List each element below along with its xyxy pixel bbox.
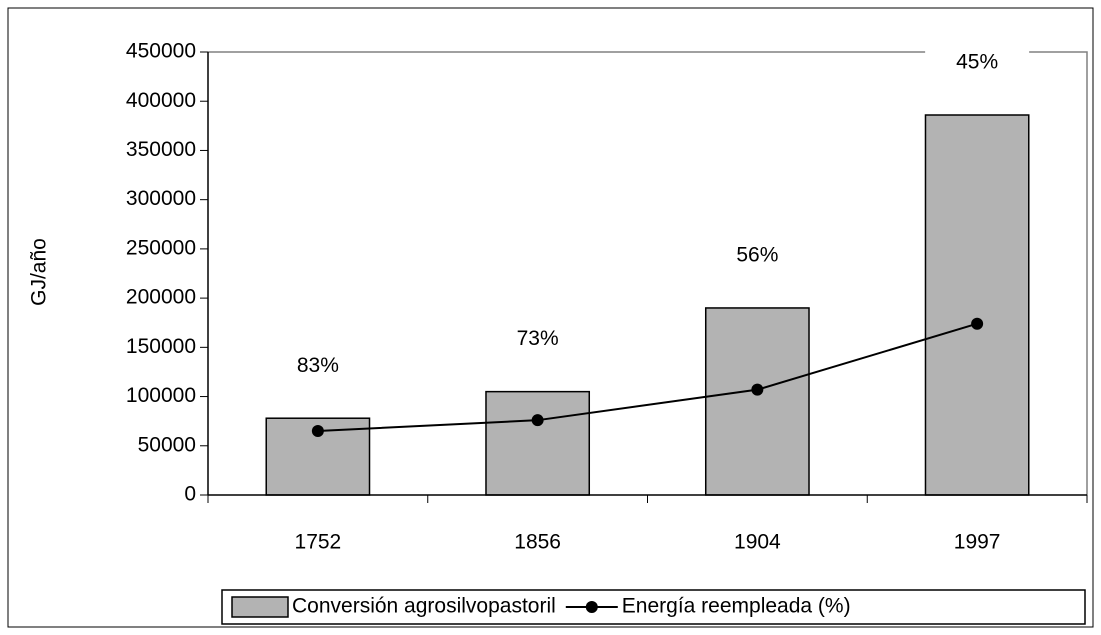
y-tick-label: 200000 xyxy=(126,286,196,309)
legend-label: Conversión agrosilvopastoril xyxy=(292,595,556,618)
x-tick-label: 1997 xyxy=(954,531,1001,554)
y-tick-label: 100000 xyxy=(126,384,196,407)
x-tick-label: 1752 xyxy=(295,531,342,554)
y-tick-label: 300000 xyxy=(126,187,196,210)
y-tick-label: 50000 xyxy=(138,433,196,456)
annotation-bg xyxy=(485,321,590,358)
y-tick-label: 250000 xyxy=(126,236,196,259)
line xyxy=(317,322,978,433)
chart-border xyxy=(7,7,1094,628)
bar xyxy=(704,307,810,496)
bar xyxy=(485,390,591,496)
bar xyxy=(924,114,1030,496)
annotation: 45% xyxy=(956,51,998,74)
y-tick-label: 150000 xyxy=(126,335,196,358)
point xyxy=(311,425,324,438)
annotation-bg xyxy=(925,45,1030,82)
point xyxy=(971,317,984,330)
y-axis-label: GJ/año xyxy=(28,238,51,306)
annotation-bg xyxy=(265,348,370,385)
legend-box xyxy=(221,589,1086,625)
annotation-bg xyxy=(705,237,810,274)
annotation: 83% xyxy=(297,354,339,377)
point xyxy=(531,414,544,427)
y-tick-label: 0 xyxy=(184,483,196,506)
y-tick-label: 450000 xyxy=(126,40,196,63)
legend-label: Energía reempleada (%) xyxy=(622,595,851,618)
legend-swatch xyxy=(231,596,289,618)
y-tick-label: 350000 xyxy=(126,138,196,161)
legend-marker xyxy=(585,601,598,613)
annotation: 73% xyxy=(517,327,559,350)
annotation: 56% xyxy=(736,244,778,267)
y-tick-label: 400000 xyxy=(126,89,196,112)
point xyxy=(751,383,764,396)
x-tick-label: 1904 xyxy=(734,531,781,554)
plot-frame xyxy=(208,51,1088,495)
x-tick-label: 1856 xyxy=(514,531,561,554)
